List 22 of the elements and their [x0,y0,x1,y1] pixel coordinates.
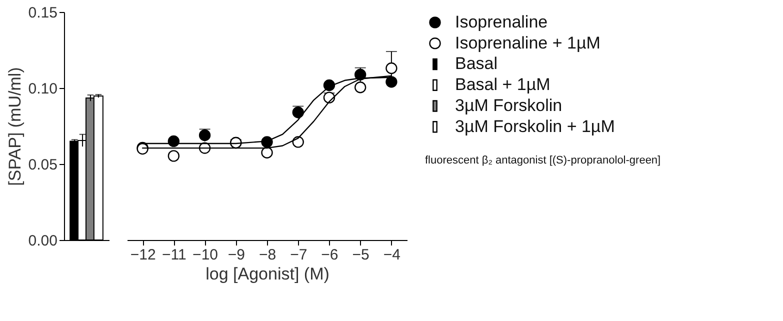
legend-label: Isoprenaline [455,12,548,32]
x-tick-label: −9 [228,246,245,264]
y-tick-label: 0.05 [28,156,58,174]
legend-label: 3µM Forskolin + 1µM [455,116,615,136]
legend-label: Basal + 1µM [455,75,550,94]
y-axis-title: [SPAP] (mU/ml) [5,67,24,186]
text: fluorescent β₂ antagonist [(S)-propranolol-green] [425,154,661,166]
legend-label: Isoprenaline + 1µM [455,33,600,52]
x-axis-title: log [Agonist] (M) [206,264,330,284]
y-tick-label: 0.10 [28,80,58,98]
x-tick-label: −8 [258,246,276,264]
legend-label: 3µM Forskolin [455,96,562,115]
y-tick-label: 0.00 [28,232,58,250]
x-tick-label: −10 [192,246,218,264]
x-tick-label: −6 [321,246,338,264]
x-tick-label: −4 [383,246,400,264]
x-tick-label: −5 [352,246,370,264]
legend-label: Basal [455,54,498,74]
y-tick-label: 0.15 [28,4,58,22]
x-tick-label: −12 [130,246,156,264]
x-tick-label: −7 [290,246,308,264]
x-tick-label: −11 [162,246,186,264]
